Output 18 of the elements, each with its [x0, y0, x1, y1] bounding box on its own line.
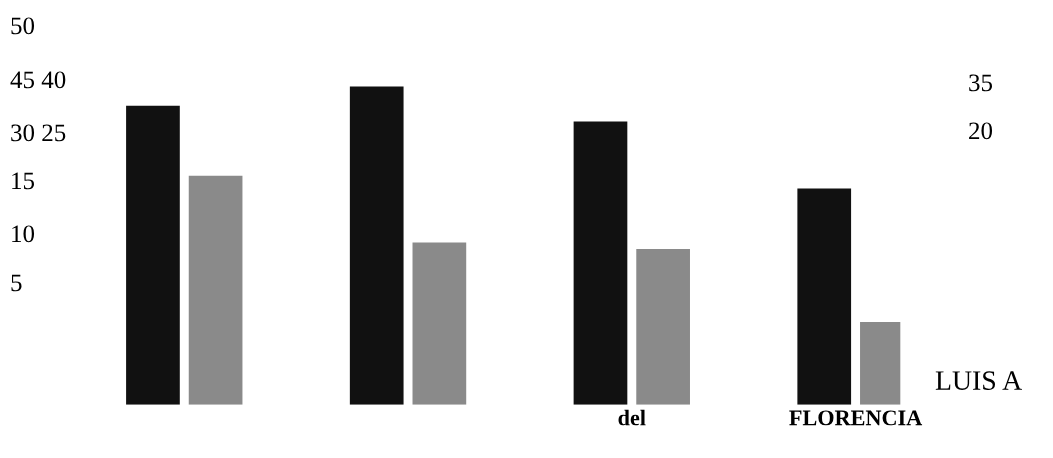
text: 45 40	[10, 71, 66, 89]
text: 20	[969, 122, 993, 140]
bar	[573, 121, 628, 405]
bar	[636, 248, 690, 405]
x-tick-label: FLORENCIA	[789, 410, 923, 426]
text: 30 25	[11, 124, 66, 142]
bar	[188, 175, 243, 405]
annotation: LUIS A	[935, 371, 1022, 390]
text: 5	[11, 274, 22, 292]
text: 50	[11, 17, 35, 35]
text: 10	[12, 225, 35, 243]
x-tick-label: del	[618, 409, 646, 426]
text: 15	[12, 172, 35, 190]
bar	[126, 105, 180, 405]
bar	[349, 86, 404, 405]
bar	[412, 242, 467, 405]
text: 35	[969, 74, 993, 92]
bar	[797, 188, 852, 405]
